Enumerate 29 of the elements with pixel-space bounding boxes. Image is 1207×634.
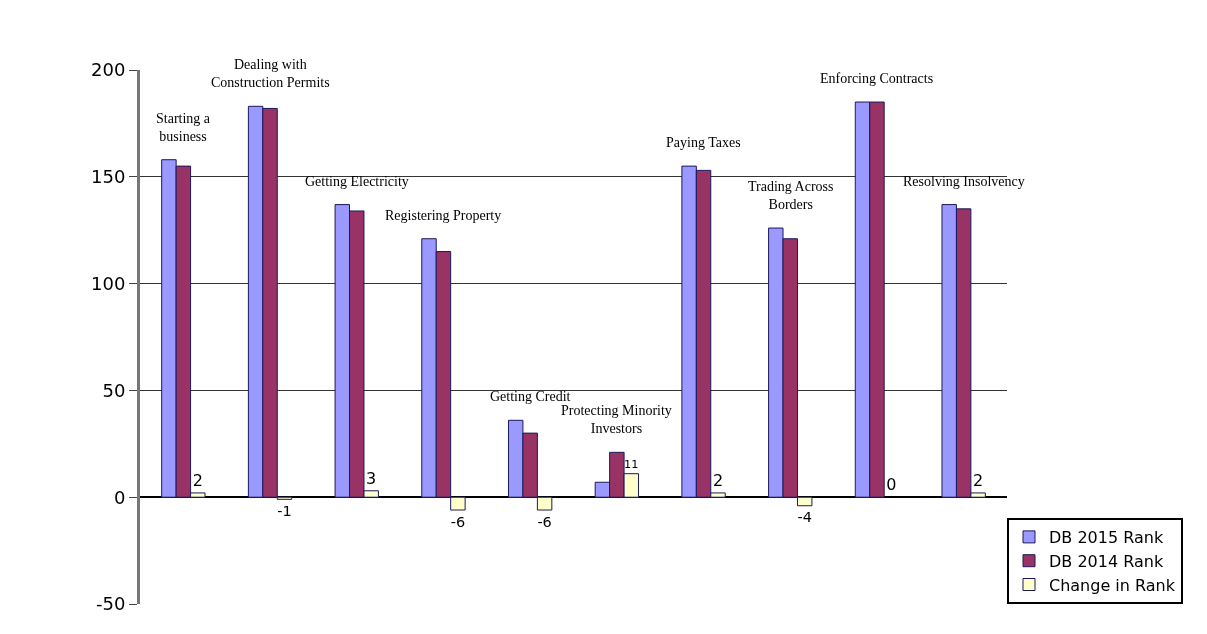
data-label: 2 [973, 470, 984, 490]
data-label: -6 [450, 513, 466, 530]
data-label: -1 [277, 502, 292, 519]
y-tick-label: -50 [95, 593, 126, 615]
data-label: 11 [624, 456, 639, 471]
x-tick-label: Trading Across Borders [748, 179, 834, 213]
x-tick-label: Getting Electricity [305, 174, 409, 189]
x-tick-label: Paying Taxes [666, 135, 741, 150]
data-label: 3 [366, 468, 377, 488]
x-tick-label: Resolving Insolvency [903, 174, 1025, 189]
x-tick-label: Protecting Minority Investors [561, 403, 672, 437]
data-label: 2 [712, 470, 724, 490]
data-label: -4 [797, 509, 812, 526]
y-tick-label: 200 [91, 59, 126, 81]
y-tick-label: 50 [102, 379, 126, 401]
data-label: -6 [537, 513, 552, 530]
legend-label: DB 2014 Rank [1049, 551, 1164, 571]
x-tick-label: Registering Property [385, 208, 502, 223]
y-tick-label: 100 [91, 272, 126, 294]
x-tick-label: Getting Credit [490, 389, 571, 404]
legend-label: DB 2015 Rank [1049, 528, 1164, 548]
y-tick-label: 0 [113, 486, 126, 508]
y-tick-label: 150 [91, 166, 126, 188]
x-tick-label: Starting a business [156, 111, 211, 145]
x-tick-label: Dealing with Construction Permits [211, 57, 330, 91]
data-label: 0 [886, 475, 897, 495]
legend-label: Change in Rank [1049, 575, 1176, 595]
x-tick-label: Enforcing Contracts [820, 71, 934, 86]
data-label: 2 [192, 470, 203, 490]
